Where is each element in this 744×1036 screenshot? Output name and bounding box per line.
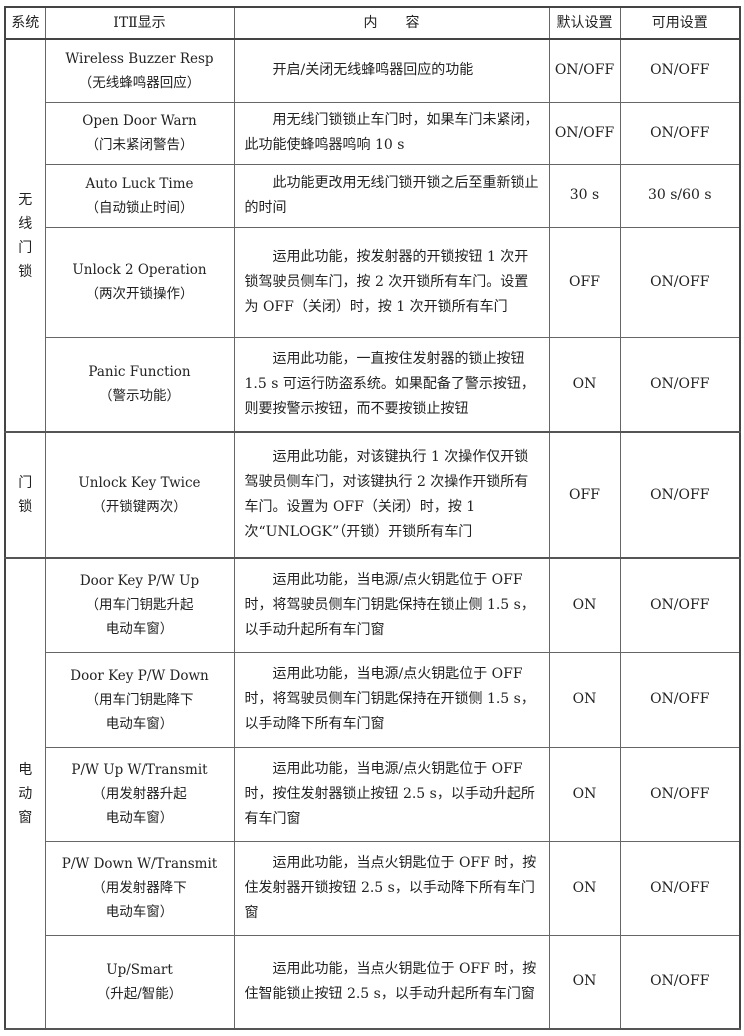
default-setting-cell: OFF bbox=[548, 431, 621, 559]
display-name-en: Unlock Key Twice bbox=[78, 475, 201, 491]
display-name-cell: P/W Up W/Transmit （用发射器升起 电动车窗） bbox=[44, 746, 235, 842]
content-cell: 运用此功能，对该键执行 1 次操作仅开锁驾驶员侧车门，对该键执行 2 次操作开锁… bbox=[233, 431, 550, 559]
table-row: 电动窗 Door Key P/W Up （用车门钥匙升起 电动车窗） 运用此功能，当电源… bbox=[4, 557, 741, 1030]
display-name-cn: （用车门钥匙降下 电动车窗） bbox=[85, 691, 194, 732]
available-setting-cell: ON/OFF bbox=[619, 557, 741, 653]
display-name-cell: Unlock 2 Operation （两次开锁操作） bbox=[44, 226, 235, 338]
available-setting-cell: ON/OFF bbox=[619, 226, 741, 338]
header-content: 内 容 bbox=[233, 6, 550, 40]
display-name-cn: （自动锁止时间） bbox=[85, 199, 194, 216]
content-cell: 运用此功能，当点火钥匙位于 OFF 时，按住发射器开锁按钮 2.5 s，以手动降… bbox=[233, 840, 550, 936]
default-setting-cell: ON bbox=[548, 746, 621, 842]
default-setting-cell: ON bbox=[548, 651, 621, 748]
content-cell: 运用此功能，按发射器的开锁按钮 1 次开锁驾驶员侧车门，按 2 次开锁所有车门。… bbox=[233, 226, 550, 338]
available-setting-cell: ON/OFF bbox=[619, 651, 741, 748]
header-system: 系统 bbox=[4, 6, 46, 40]
display-name-cell: Wireless Buzzer Resp （无线蜂鸣器回应） bbox=[44, 38, 235, 103]
table-row: Panic Function （警示功能） 运用此功能，一直按住发射器的锁止按钮 1… bbox=[5, 336, 741, 433]
display-name-en: Open Door Warn bbox=[82, 113, 197, 129]
display-name-cell: Auto Luck Time （自动锁止时间） bbox=[44, 163, 235, 228]
content-cell: 开启/关闭无线蜂鸣器回应的功能 bbox=[233, 38, 550, 103]
display-name-cell: Unlock Key Twice （开锁键两次） bbox=[44, 431, 235, 559]
header-row: 系统 ITⅡ显示 内 容 默认设置 可用设置 bbox=[4, 6, 741, 40]
available-setting-cell: ON/OFF bbox=[619, 840, 741, 936]
content-cell: 此功能更改用无线门锁开锁之后至重新锁止的时间 bbox=[233, 163, 550, 228]
default-setting-cell: OFF bbox=[548, 226, 621, 338]
display-name-en: Unlock 2 Operation bbox=[72, 262, 207, 278]
table-row: P/W Up W/Transmit （用发射器升起 电动车窗） 运用此功能，当电源/点… bbox=[5, 746, 741, 842]
default-setting-cell: 30 s bbox=[548, 163, 621, 228]
display-name-cn: （用发射器升起 电动车窗） bbox=[92, 786, 187, 826]
display-name-en: Wireless Buzzer Resp bbox=[65, 50, 214, 67]
default-setting-cell: ON bbox=[548, 934, 621, 1030]
available-setting-cell: ON/OFF bbox=[619, 101, 741, 165]
display-name-cn: （用车门钥匙升起 电动车窗） bbox=[85, 597, 194, 638]
display-name-en: P/W Down W/Transmit bbox=[61, 856, 218, 872]
default-setting-cell: ON/OFF bbox=[548, 101, 621, 165]
default-setting-cell: ON bbox=[548, 336, 621, 433]
content-cell: 运用此功能，当点火钥匙位于 OFF 时，按住智能锁止按钮 2.5 s，以手动升起… bbox=[233, 934, 550, 1030]
display-name-cell: Panic Function （警示功能） bbox=[44, 336, 235, 433]
display-name-en: Door Key P/W Up bbox=[79, 573, 200, 590]
display-name-cn: （无线蜂鸣器回应） bbox=[78, 74, 201, 91]
default-setting-cell: ON bbox=[548, 557, 621, 653]
table-row: Open Door Warn （门未紧闭警告） 用无线门锁锁止车门时，如果车门未紧闭… bbox=[5, 101, 741, 165]
display-name-cell: P/W Down W/Transmit （用发射器降下 电动车窗） bbox=[44, 840, 235, 936]
default-setting-cell: ON/OFF bbox=[548, 38, 621, 103]
system-cell: 无线门锁 bbox=[4, 38, 46, 433]
display-name-cell: Door Key P/W Down （用车门钥匙降下 电动车窗） bbox=[44, 651, 235, 748]
display-name-cn: （门未紧闭警告） bbox=[85, 137, 194, 153]
system-cell: 电动窗 bbox=[4, 557, 46, 1030]
content-cell: 运用此功能，当电源/点火钥匙位于 OFF 时，将驾驶员侧车门钥匙保持在锁止侧 1… bbox=[233, 557, 550, 653]
table-row: 门锁 Unlock Key Twice （开锁键两次） 运用此功能，对该键执行 1 次… bbox=[4, 431, 741, 559]
table-row: Unlock 2 Operation （两次开锁操作） 运用此功能，按发射器的开锁按… bbox=[5, 226, 741, 338]
display-name-en: Up/Smart bbox=[106, 961, 173, 978]
available-setting-cell: 30 s/60 s bbox=[619, 163, 741, 228]
table-row: Up/Smart （升起/智能） 运用此功能，当点火钥匙位于 OFF 时，按住智能锁… bbox=[5, 934, 741, 1030]
display-name-en: P/W Up W/Transmit bbox=[71, 762, 208, 778]
table-row: P/W Down W/Transmit （用发射器降下 电动车窗） 运用此功能，当点火… bbox=[5, 840, 741, 936]
content-cell: 用无线门锁锁止车门时，如果车门未紧闭，此功能使蜂鸣器鸣响 10 s bbox=[233, 101, 550, 165]
content-cell: 运用此功能，当电源/点火钥匙位于 OFF 时，将驾驶员侧车门钥匙保持在开锁侧 1… bbox=[233, 651, 550, 748]
system-cell: 门锁 bbox=[4, 431, 46, 559]
content-cell: 运用此功能，当电源/点火钥匙位于 OFF 时，按住发射器锁止按钮 2.5 s，以… bbox=[233, 746, 550, 842]
display-name-cell: Up/Smart （升起/智能） bbox=[44, 934, 235, 1030]
display-name-cell: Door Key P/W Up （用车门钥匙升起 电动车窗） bbox=[44, 557, 235, 653]
available-setting-cell: ON/OFF bbox=[619, 336, 741, 433]
header-display: ITⅡ显示 bbox=[44, 6, 235, 40]
display-name-cell: Open Door Warn （门未紧闭警告） bbox=[44, 101, 235, 165]
available-setting-cell: ON/OFF bbox=[619, 746, 741, 842]
content-cell: 运用此功能，一直按住发射器的锁止按钮 1.5 s 可运行防盗系统。如果配备了警示… bbox=[233, 336, 550, 433]
display-name-en: Auto Luck Time bbox=[85, 175, 194, 192]
display-name-cn: （两次开锁操作） bbox=[85, 286, 194, 302]
display-name-cn: （开锁键两次） bbox=[92, 499, 187, 515]
display-name-cn: （警示功能） bbox=[99, 388, 180, 405]
header-available: 可用设置 bbox=[619, 6, 741, 40]
display-name-cn: （升起/智能） bbox=[96, 985, 183, 1002]
table-row: Auto Luck Time （自动锁止时间） 此功能更改用无线门锁开锁之后至重新锁… bbox=[5, 163, 741, 228]
settings-table: 系统 ITⅡ显示 内 容 默认设置 可用设置 无线门锁 Wireless Buzz… bbox=[4, 6, 741, 1030]
display-name-en: Door Key P/W Down bbox=[70, 667, 209, 684]
table-body: 无线门锁 Wireless Buzzer Resp （无线蜂鸣器回应） 开启/关闭无线… bbox=[4, 38, 741, 1030]
display-name-en: Panic Function bbox=[88, 364, 191, 381]
default-setting-cell: ON bbox=[548, 840, 621, 936]
available-setting-cell: ON/OFF bbox=[619, 431, 741, 559]
available-setting-cell: ON/OFF bbox=[619, 934, 741, 1030]
display-name-cn: （用发射器降下 电动车窗） bbox=[92, 880, 187, 920]
header-default: 默认设置 bbox=[548, 6, 621, 40]
table-row: Door Key P/W Down （用车门钥匙降下 电动车窗） 运用此功能，当电源/… bbox=[5, 651, 741, 748]
table-row: 无线门锁 Wireless Buzzer Resp （无线蜂鸣器回应） 开启/关闭无线… bbox=[4, 38, 741, 433]
available-setting-cell: ON/OFF bbox=[619, 38, 741, 103]
